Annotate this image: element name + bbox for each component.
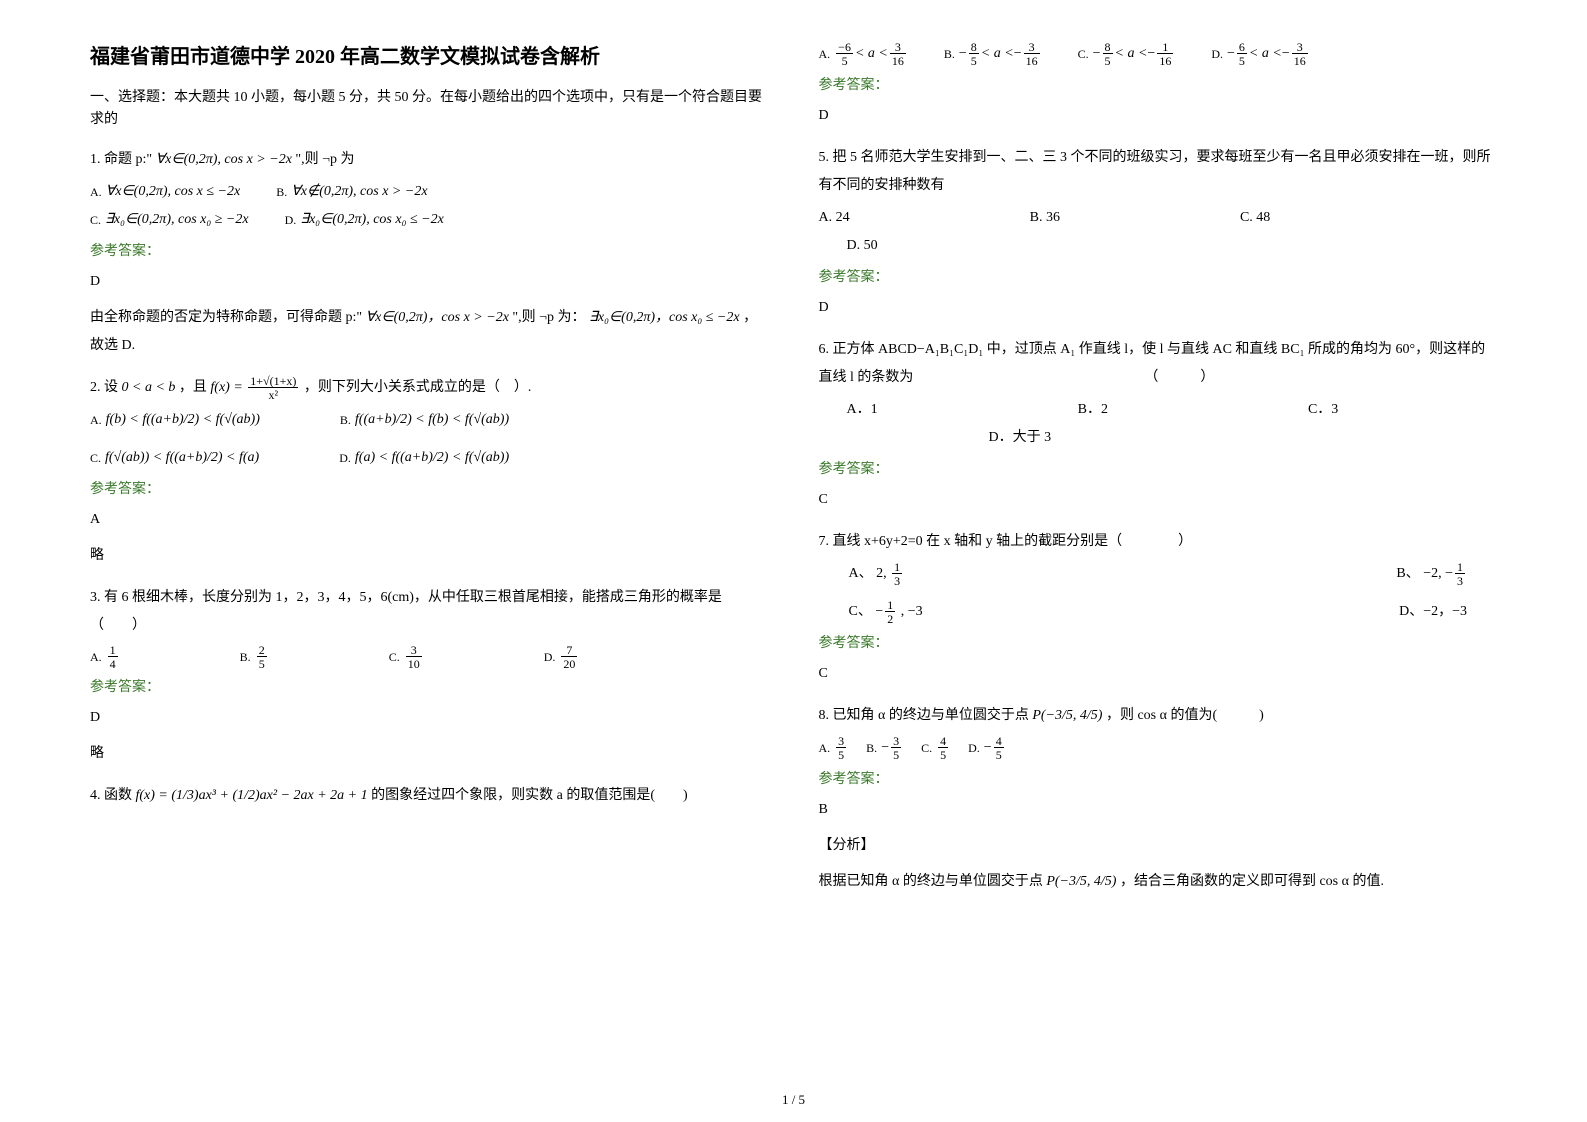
q8-answer: B (819, 796, 1498, 824)
q1-stem: 1. 命题 p:" ∀x∈(0,2π), cos x > −2x ",则 ¬p … (90, 146, 769, 174)
left-column: 福建省莆田市道德中学 2020 年高二数学文模拟试卷含解析 一、选择题：本大题共… (90, 40, 769, 1102)
q6-options: A．1 B．2 C．3 (819, 396, 1498, 424)
q7-opt-b: B、 −2, −13 (1396, 560, 1467, 588)
q3-answer: D (90, 704, 769, 732)
answer-label: 参考答案： (819, 72, 1498, 100)
q1-opt-d: D. ∃x₀∈(0,2π), cos x₀ ≤ −2x (285, 206, 444, 234)
q1-opt-a: A. ∀x∈(0,2π), cos x ≤ −2x (90, 178, 240, 206)
q1-stem-math: ∀x∈(0,2π), cos x > −2x (156, 152, 292, 167)
question-7: 7. 直线 x+6y+2=0 在 x 轴和 y 轴上的截距分别是（ ） A、 2… (819, 528, 1498, 688)
q8-opt-b: B.−35 (866, 734, 903, 762)
q3-stem: 3. 有 6 根细木棒，长度分别为 1，2，3，4，5，6(cm)，从中任取三根… (90, 584, 769, 640)
answer-label: 参考答案： (90, 674, 769, 702)
q6-answer: C (819, 486, 1498, 514)
q2-opt-a: A. f(b) < f((a+b)/2) < f(√(ab)) (90, 406, 260, 434)
question-2: 2. 设 0 < a < b ，且 f(x) = 1+√(1+x) x² ，则下… (90, 374, 769, 570)
q8-opt-c: C.45 (921, 734, 950, 762)
q4-answer: D (819, 102, 1498, 130)
q4-opt-a: A. −65 < a < 316 (819, 40, 908, 68)
q2-options-row2: C. f(√(ab)) < f((a+b)/2) < f(a) D. f(a) … (90, 444, 769, 472)
q8-analysis: 根据已知角 α 的终边与单位圆交于点 P(−3/5, 4/5) ，结合三角函数的… (819, 868, 1498, 896)
q4-options: A. −65 < a < 316 B. −85 < a < −316 C. −8… (819, 40, 1498, 68)
q8-analysis-label: 【分析】 (819, 832, 1498, 860)
page-number: 1 / 5 (782, 1092, 805, 1108)
q3-abbr: 略 (90, 740, 769, 768)
q1-opt-c: C. ∃x₀∈(0,2π), cos x₀ ≥ −2x (90, 206, 249, 234)
question-6: 6. 正方体 ABCD−A₁B₁C₁D₁ 中，过顶点 A₁ 作直线 l，使 l … (819, 336, 1498, 514)
section-1-head: 一、选择题：本大题共 10 小题，每小题 5 分，共 50 分。在每小题给出的四… (90, 87, 769, 132)
q7-stem: 7. 直线 x+6y+2=0 在 x 轴和 y 轴上的截距分别是（ ） (819, 528, 1498, 556)
q5-opt-d: D. 50 (819, 232, 1498, 260)
question-4: 4. 函数 f(x) = (1/3)ax³ + (1/2)ax² − 2ax +… (90, 782, 769, 810)
q2-opt-b: B. f((a+b)/2) < f(b) < f(√(ab)) (340, 406, 509, 434)
q1-stem-pre: 1. 命题 p:" (90, 152, 156, 167)
q8-opt-d: D.−45 (968, 734, 1006, 762)
q3-options: A.14 B.25 C.310 D.720 (90, 644, 769, 670)
q7-options: A、 2, 13 B、 −2, −13 (819, 560, 1498, 588)
q6-opt-d: D．大于 3 (819, 424, 1498, 452)
q4-opt-c: C. −85 < a < −116 (1078, 40, 1176, 68)
q2-stem: 2. 设 0 < a < b ，且 f(x) = 1+√(1+x) x² ，则下… (90, 374, 769, 402)
question-8: 8. 已知角 α 的终边与单位圆交于点 P(−3/5, 4/5) ，则 cos … (819, 702, 1498, 896)
question-1: 1. 命题 p:" ∀x∈(0,2π), cos x > −2x ",则 ¬p … (90, 146, 769, 360)
q5-answer: D (819, 294, 1498, 322)
question-5: 5. 把 5 名师范大学生安排到一、二、三 3 个不同的班级实习，要求每班至少有… (819, 144, 1498, 322)
q4-stem: 4. 函数 f(x) = (1/3)ax³ + (1/2)ax² − 2ax +… (90, 782, 769, 810)
answer-label: 参考答案： (819, 766, 1498, 794)
q5-options: A. 24 B. 36 C. 48 (819, 204, 1498, 232)
question-3: 3. 有 6 根细木棒，长度分别为 1，2，3，4，5，6(cm)，从中任取三根… (90, 584, 769, 768)
q7-opt-a: A、 2, 13 (849, 560, 905, 588)
q6-opt-b: B．2 (1078, 396, 1108, 424)
q7-options-row2: C、 −12 , −3 D、−2，−3 (819, 598, 1498, 626)
q1-options: A. ∀x∈(0,2π), cos x ≤ −2x B. ∀x∉(0,2π), … (90, 178, 769, 206)
page-title: 福建省莆田市道德中学 2020 年高二数学文模拟试卷含解析 (90, 40, 769, 69)
q2-answer: A (90, 506, 769, 534)
q5-stem: 5. 把 5 名师范大学生安排到一、二、三 3 个不同的班级实习，要求每班至少有… (819, 144, 1498, 200)
q8-stem: 8. 已知角 α 的终边与单位圆交于点 P(−3/5, 4/5) ，则 cos … (819, 702, 1498, 730)
q3-opt-c: C.310 (389, 644, 424, 670)
answer-label: 参考答案： (819, 630, 1498, 658)
q5-opt-c: C. 48 (1240, 204, 1270, 232)
q2-opt-d: D. f(a) < f((a+b)/2) < f(√(ab)) (339, 444, 509, 472)
q7-opt-d: D、−2，−3 (1399, 598, 1467, 626)
q6-stem: 6. 正方体 ABCD−A₁B₁C₁D₁ 中，过顶点 A₁ 作直线 l，使 l … (819, 336, 1498, 392)
q3-opt-b: B.25 (240, 644, 269, 670)
q3-opt-d: D.720 (544, 644, 580, 670)
q6-opt-c: C．3 (1308, 396, 1338, 424)
right-column: A. −65 < a < 316 B. −85 < a < −316 C. −8… (819, 40, 1498, 1102)
q1-opt-b: B. ∀x∉(0,2π), cos x > −2x (276, 178, 427, 206)
q2-options: A. f(b) < f((a+b)/2) < f(√(ab)) B. f((a+… (90, 406, 769, 434)
q7-answer: C (819, 660, 1498, 688)
answer-label: 参考答案： (819, 456, 1498, 484)
q4-opt-d: D. −65 < a < −316 (1211, 40, 1309, 68)
answer-label: 参考答案： (819, 264, 1498, 292)
q8-opt-a: A.35 (819, 734, 849, 762)
answer-label: 参考答案： (90, 476, 769, 504)
q5-opt-b: B. 36 (1030, 204, 1060, 232)
q5-opt-a: A. 24 (819, 204, 850, 232)
q1-stem-post: ",则 ¬p 为 (295, 152, 354, 167)
q2-abbr: 略 (90, 542, 769, 570)
q4-opt-b: B. −85 < a < −316 (944, 40, 1042, 68)
q3-opt-a: A.14 (90, 644, 120, 670)
q1-answer: D (90, 268, 769, 296)
question-4-opts: A. −65 < a < 316 B. −85 < a < −316 C. −8… (819, 40, 1498, 130)
q2-frac: 1+√(1+x) x² (248, 375, 298, 401)
q8-options: A.35 B.−35 C.45 D.−45 (819, 734, 1498, 762)
q6-opt-a: A．1 (847, 396, 878, 424)
q1-explain: 由全称命题的否定为特称命题，可得命题 p:" ∀x∈(0,2π)，cos x >… (90, 304, 769, 360)
answer-label: 参考答案： (90, 238, 769, 266)
q1-options-row2: C. ∃x₀∈(0,2π), cos x₀ ≥ −2x D. ∃x₀∈(0,2π… (90, 206, 769, 234)
q2-opt-c: C. f(√(ab)) < f((a+b)/2) < f(a) (90, 444, 259, 472)
q7-opt-c: C、 −12 , −3 (849, 598, 923, 626)
